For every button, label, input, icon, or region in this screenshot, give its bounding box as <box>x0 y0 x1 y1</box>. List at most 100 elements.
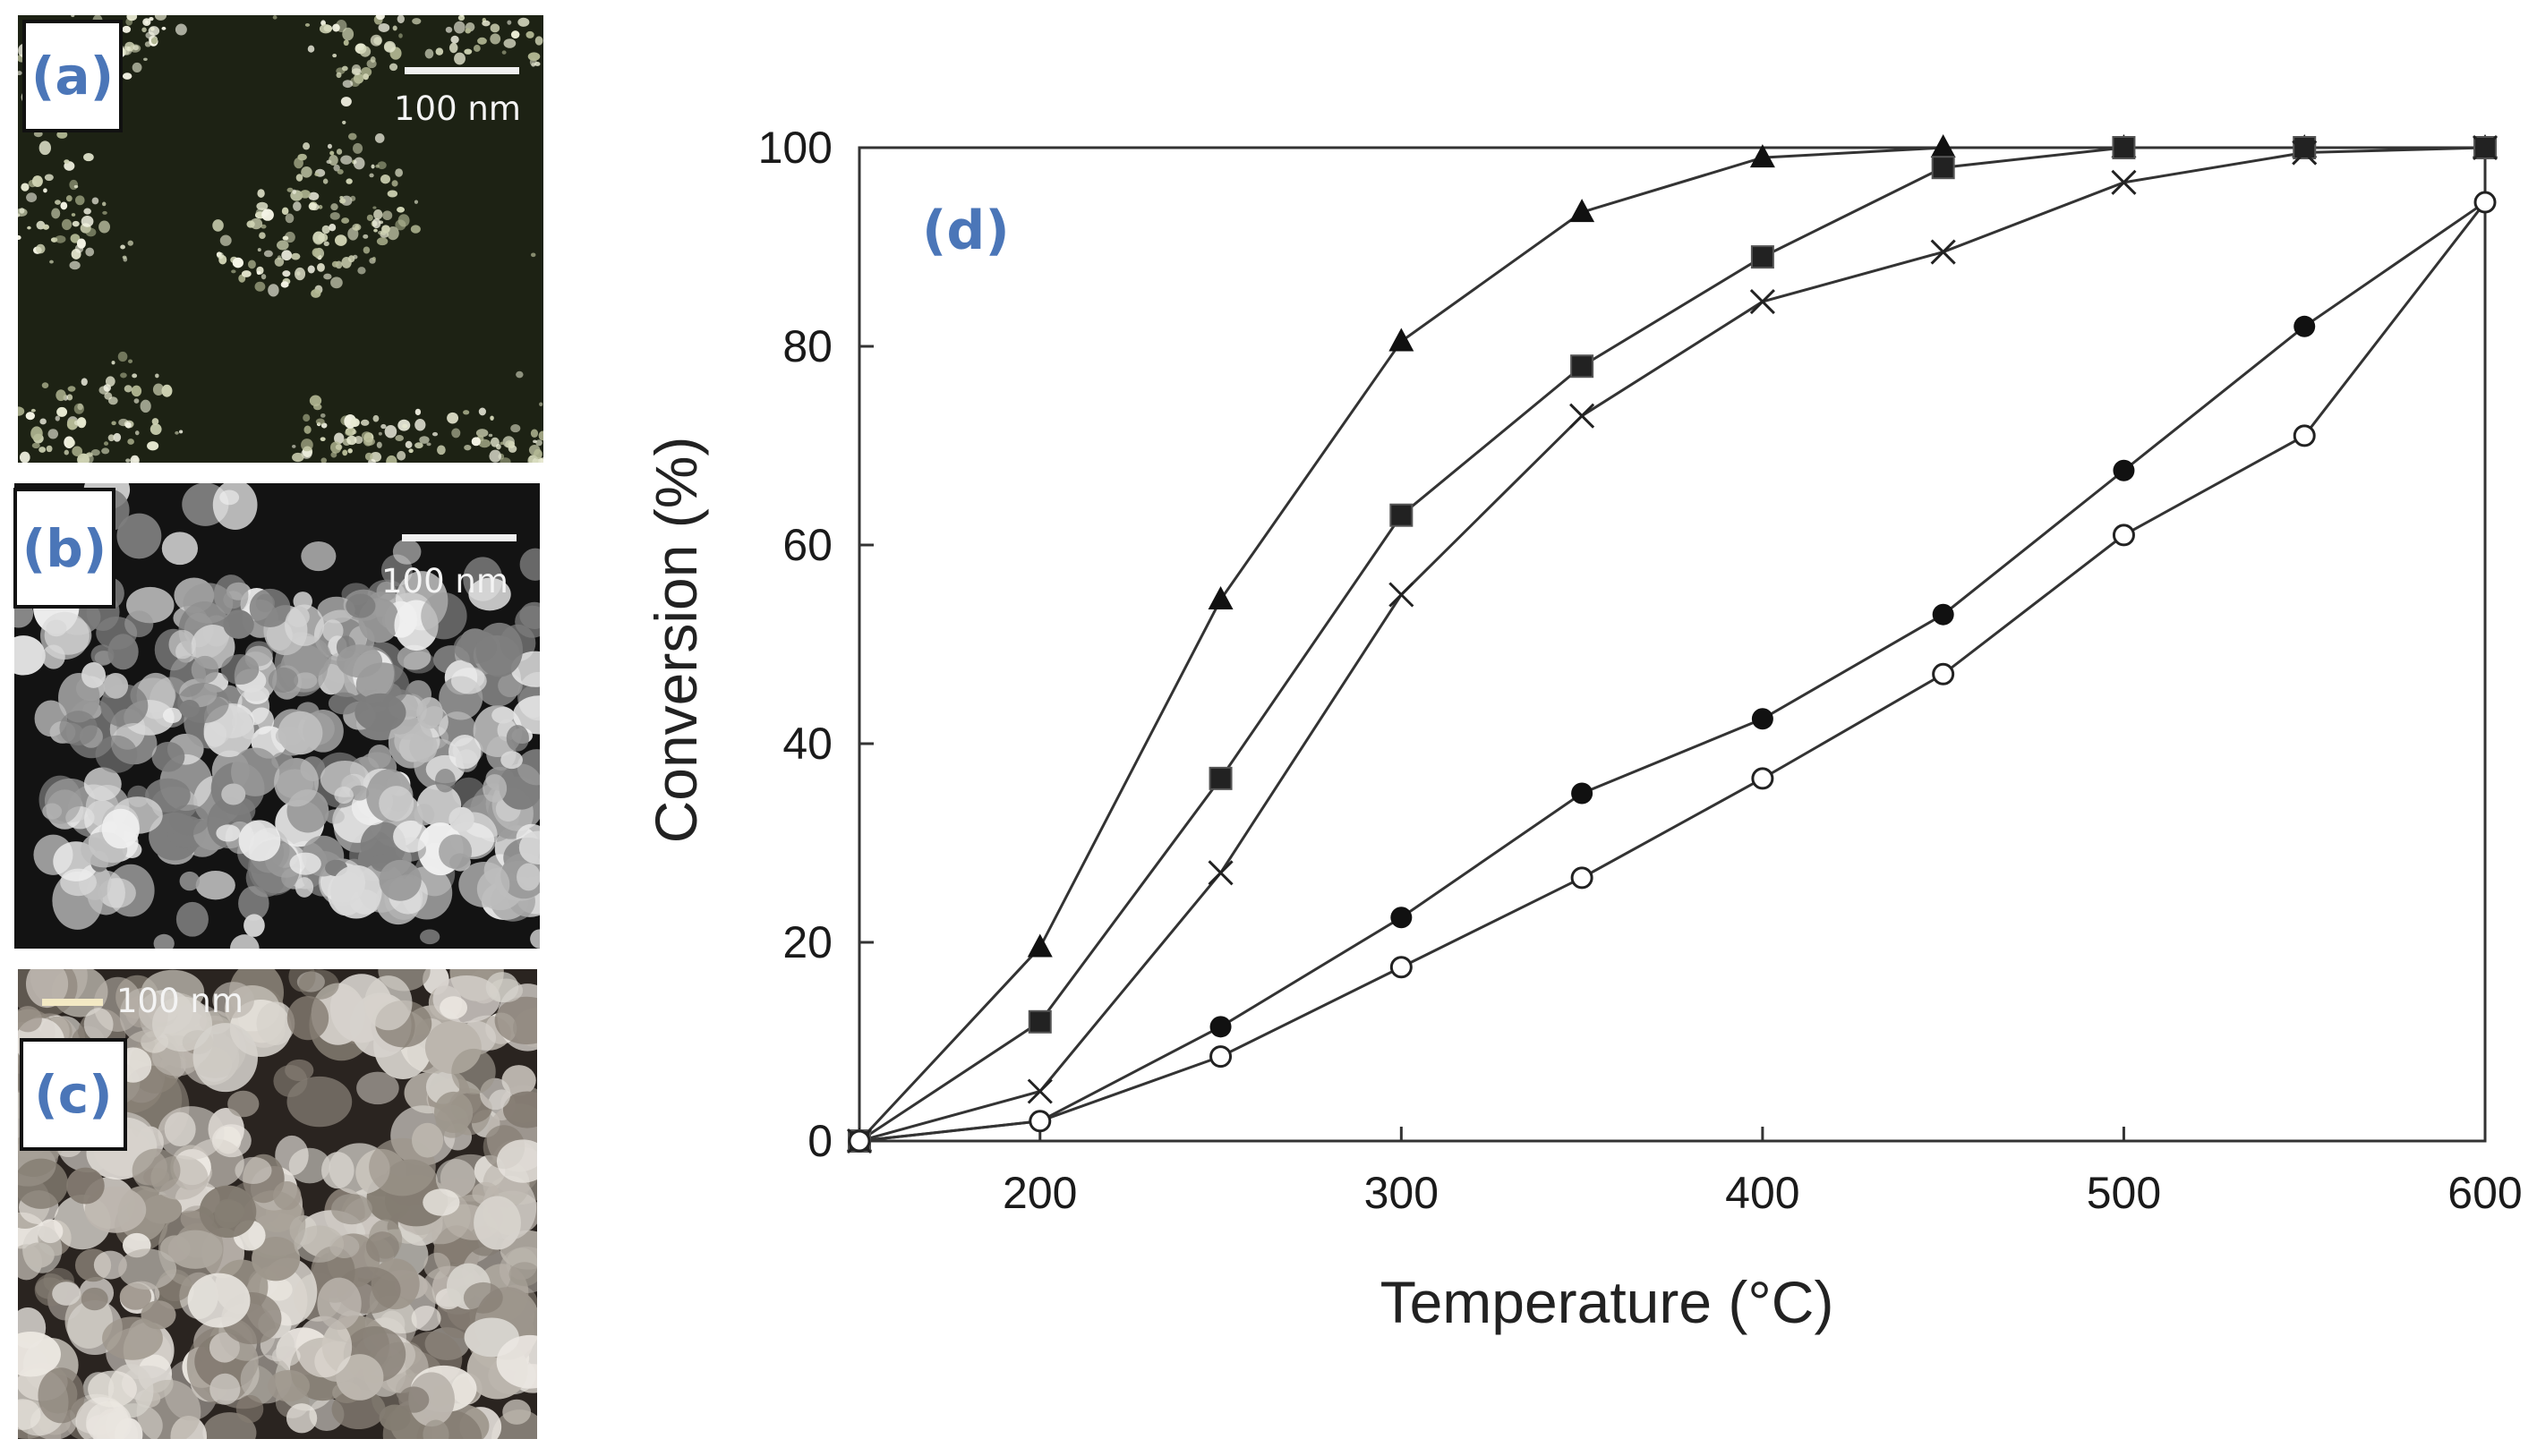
particle <box>336 72 342 79</box>
particle <box>414 408 422 416</box>
particle <box>531 252 536 258</box>
particle <box>104 392 113 400</box>
particle <box>30 426 43 441</box>
particle <box>154 15 167 21</box>
particle <box>336 149 343 155</box>
y-tick-label: 100 <box>758 123 833 173</box>
particle <box>19 208 25 214</box>
particle <box>387 226 399 241</box>
particle <box>175 430 179 435</box>
particle <box>155 373 159 379</box>
particle <box>30 408 36 413</box>
particle <box>102 1316 163 1360</box>
particle <box>83 1008 114 1042</box>
data-point-filled-square <box>1209 766 1233 790</box>
particle <box>363 246 371 254</box>
particle <box>392 25 397 31</box>
particle <box>373 209 383 220</box>
particle <box>412 18 422 25</box>
particle <box>250 217 263 230</box>
particle <box>183 583 234 624</box>
particle <box>320 457 327 463</box>
particle <box>490 23 500 33</box>
particle <box>132 373 138 379</box>
particle <box>285 213 295 224</box>
particle <box>36 243 46 254</box>
particle <box>71 15 75 18</box>
particle <box>500 441 504 446</box>
particle <box>510 30 520 39</box>
particle <box>384 425 397 439</box>
particle <box>113 432 122 442</box>
particle <box>38 140 52 156</box>
particle <box>372 206 377 209</box>
particle <box>329 154 338 166</box>
particle <box>370 56 376 64</box>
particle <box>519 548 540 581</box>
particle <box>162 707 183 724</box>
particle <box>219 234 232 246</box>
particle <box>402 423 408 429</box>
particle <box>67 386 76 392</box>
data-point-open-circle <box>1209 1045 1233 1069</box>
particle <box>175 23 187 36</box>
particle <box>364 452 373 461</box>
particle <box>107 864 155 917</box>
data-point-filled-triangle <box>1208 586 1234 610</box>
data-point-filled-triangle <box>1569 199 1595 223</box>
particle <box>491 706 515 724</box>
particle <box>51 208 61 219</box>
particle <box>465 28 472 34</box>
particle <box>330 277 343 289</box>
particle <box>516 370 524 379</box>
particle <box>500 751 523 770</box>
particle <box>508 1262 537 1287</box>
particle <box>149 423 162 436</box>
particle <box>66 439 76 447</box>
y-axis-title: Conversion (%) <box>643 437 709 844</box>
particle <box>352 142 363 154</box>
particle <box>102 201 107 207</box>
particle <box>281 250 293 261</box>
data-point-filled-triangle <box>1027 933 1053 958</box>
particle <box>397 450 406 461</box>
particle <box>56 406 68 417</box>
particle <box>56 389 66 402</box>
particle <box>18 71 22 76</box>
particle <box>299 190 311 199</box>
particle <box>169 805 209 836</box>
data-point-filled-circle <box>1571 782 1593 805</box>
particle <box>90 449 100 456</box>
x-tick-label: 200 <box>1003 1168 1077 1218</box>
data-point-open-circle <box>848 1129 871 1153</box>
particle <box>321 225 330 234</box>
particle <box>124 385 132 393</box>
particle <box>70 234 81 243</box>
particle <box>83 208 91 215</box>
particle <box>272 15 278 20</box>
particle <box>419 929 440 945</box>
particle <box>102 210 107 215</box>
particle <box>506 725 529 752</box>
particle <box>247 260 256 269</box>
data-point-cross <box>1027 1078 1053 1104</box>
particle <box>105 376 115 387</box>
particle <box>275 1135 309 1176</box>
particle <box>397 15 405 24</box>
particle <box>151 418 159 425</box>
particle <box>382 210 393 221</box>
particle <box>81 662 107 688</box>
particle <box>274 257 285 267</box>
data-point-cross <box>1208 860 1234 886</box>
particle <box>286 1076 353 1128</box>
particle <box>496 1334 537 1389</box>
particle <box>364 975 413 1031</box>
particle <box>129 44 141 53</box>
particle <box>292 189 296 194</box>
particle <box>303 142 311 150</box>
particle <box>295 877 314 898</box>
particle <box>337 169 344 175</box>
particle <box>66 1167 105 1205</box>
particle <box>122 25 132 33</box>
particle <box>161 26 167 30</box>
